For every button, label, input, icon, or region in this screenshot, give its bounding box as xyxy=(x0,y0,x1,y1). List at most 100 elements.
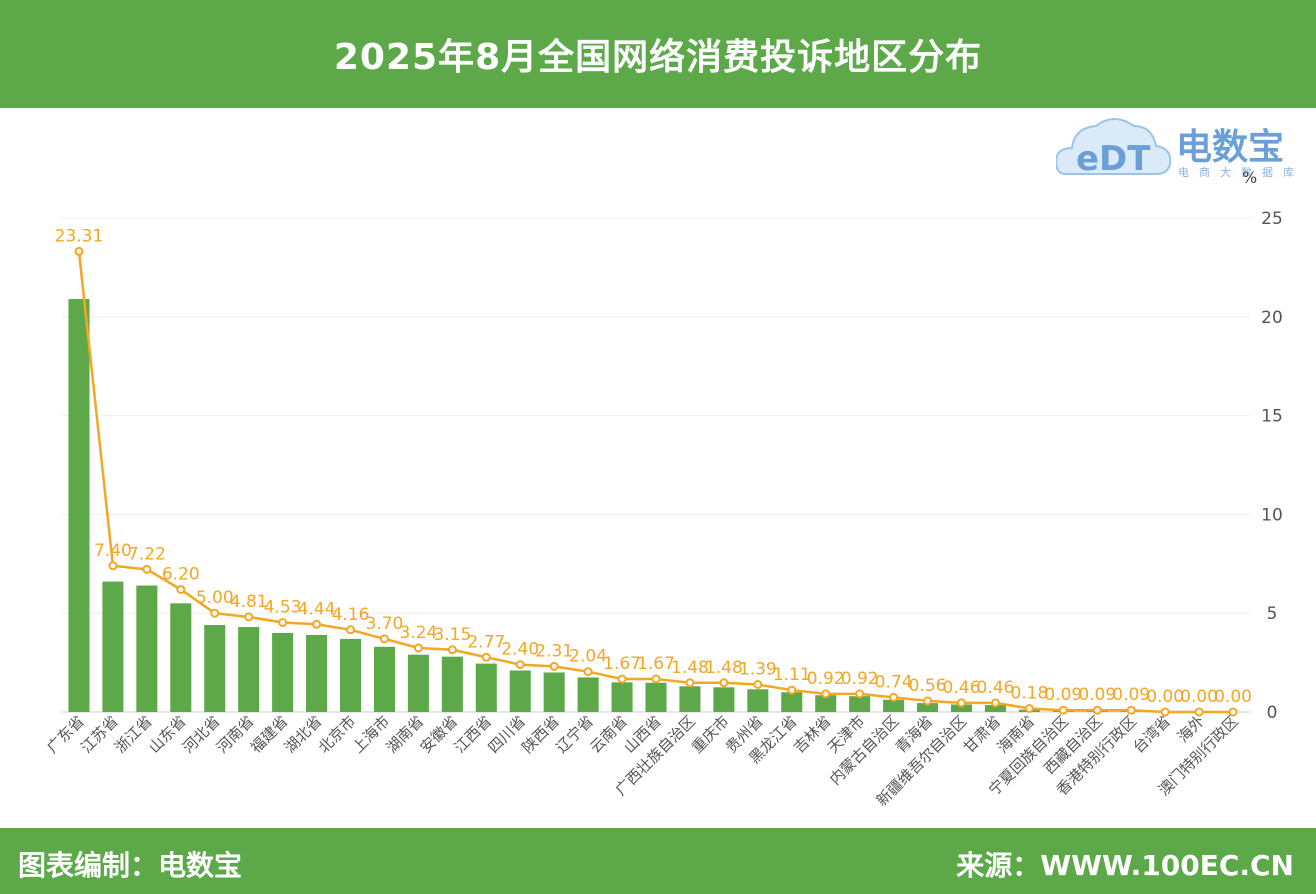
line-point xyxy=(956,698,966,708)
data-label: 0.09 xyxy=(1078,685,1116,705)
x-tick-label: 福建省 xyxy=(247,712,292,757)
data-label: 1.11 xyxy=(773,665,811,685)
line-point xyxy=(1024,703,1034,713)
line-point xyxy=(549,661,559,671)
data-label: 2.77 xyxy=(467,632,505,652)
line-point xyxy=(923,696,933,706)
data-label: 1.48 xyxy=(671,658,709,678)
data-label: 0.92 xyxy=(841,669,879,689)
bar xyxy=(781,692,803,712)
data-label: 0.18 xyxy=(1010,683,1048,703)
bar xyxy=(543,672,565,712)
chart-footer: 图表编制：电数宝 来源：WWW.100EC.CN xyxy=(0,828,1316,894)
bar xyxy=(917,703,939,712)
line-point xyxy=(108,561,118,571)
data-label: 3.70 xyxy=(366,614,404,634)
bar xyxy=(339,638,362,712)
bar xyxy=(747,689,769,712)
x-tick-label: 陕西省 xyxy=(518,712,563,757)
x-tick-label: 山东省 xyxy=(145,712,190,757)
data-label: 4.16 xyxy=(332,605,370,625)
bar xyxy=(713,687,735,712)
x-tick-label: 辽宁省 xyxy=(552,712,597,757)
bar xyxy=(883,699,905,712)
footer-credit: 图表编制：电数宝 xyxy=(18,849,243,882)
y-axis-unit: % xyxy=(1242,168,1258,187)
data-label: 4.53 xyxy=(264,597,302,617)
x-tick-label: 吉林省 xyxy=(790,712,835,757)
x-tick-label: 甘肃省 xyxy=(960,712,1005,757)
bar xyxy=(950,704,973,712)
line-point xyxy=(1194,707,1204,717)
bar xyxy=(373,646,395,712)
x-tick-label: 云南省 xyxy=(586,712,631,757)
line-point xyxy=(617,674,627,684)
x-tick-label: 河南省 xyxy=(213,712,258,757)
line-point xyxy=(210,608,220,618)
bar xyxy=(204,625,226,712)
line-point xyxy=(1092,705,1102,715)
line-point xyxy=(855,689,865,699)
x-tick-label: 北京市 xyxy=(315,712,360,757)
x-tick-label: 江西省 xyxy=(451,712,496,757)
line-point xyxy=(753,680,763,690)
data-label: 2.04 xyxy=(569,647,607,667)
bar xyxy=(679,686,701,712)
y-tick-label: 20 xyxy=(1261,308,1283,328)
x-tick-label: 台湾省 xyxy=(1129,712,1174,757)
data-label: 3.15 xyxy=(433,625,471,645)
bar xyxy=(611,682,633,712)
data-label: 5.00 xyxy=(196,588,234,608)
bar xyxy=(849,696,871,712)
x-tick-label: 安徽省 xyxy=(417,712,462,757)
bar xyxy=(238,627,260,712)
logo-badge: eDT xyxy=(1076,139,1151,179)
x-tick-label: 湖北省 xyxy=(281,712,326,757)
x-tick-label: 上海市 xyxy=(349,712,394,757)
y-tick-label: 10 xyxy=(1261,505,1283,525)
bar xyxy=(441,656,463,712)
line-point xyxy=(889,692,899,702)
line-point xyxy=(481,652,491,662)
bar xyxy=(984,705,1006,712)
footer-source: 来源：WWW.100EC.CN xyxy=(956,849,1294,882)
data-label: 4.44 xyxy=(298,599,336,619)
data-label: 1.48 xyxy=(705,658,743,678)
data-label: 7.40 xyxy=(94,541,132,561)
data-label: 0.00 xyxy=(1214,687,1252,707)
line-point xyxy=(142,564,152,574)
brand-logo-icon: eDT xyxy=(1056,118,1172,179)
data-label: 0.09 xyxy=(1044,685,1082,705)
data-label: 0.09 xyxy=(1112,685,1150,705)
line-point xyxy=(413,643,423,653)
x-tick-label: 广东省 xyxy=(43,712,88,757)
x-tick-label: 四川省 xyxy=(484,712,529,757)
y-tick-label: 15 xyxy=(1261,407,1283,427)
data-label: 6.20 xyxy=(162,564,200,584)
data-label: 4.81 xyxy=(230,592,268,612)
line-point xyxy=(312,619,322,629)
bar xyxy=(475,663,497,712)
bar xyxy=(645,682,667,712)
line-point xyxy=(74,246,84,256)
line-point xyxy=(244,612,254,622)
data-label: 1.67 xyxy=(637,654,675,674)
data-label: 0.46 xyxy=(943,678,981,698)
x-tick-label: 湖南省 xyxy=(383,712,428,757)
x-tick-label: 河北省 xyxy=(179,712,224,757)
data-label: 0.74 xyxy=(875,672,913,692)
data-label: 0.92 xyxy=(807,669,845,689)
line-point xyxy=(651,674,661,684)
bar xyxy=(577,677,599,712)
bar xyxy=(102,581,124,712)
bar xyxy=(68,299,90,712)
chart-header: 2025年8月全国网络消费投诉地区分布 xyxy=(0,0,1316,108)
line-point xyxy=(1160,707,1170,717)
x-tick-label: 浙江省 xyxy=(111,712,156,757)
chart-title: 2025年8月全国网络消费投诉地区分布 xyxy=(333,37,983,78)
y-tick-label: 5 xyxy=(1267,604,1278,624)
data-label: 2.31 xyxy=(535,641,573,661)
x-tick-label: 江苏省 xyxy=(77,712,122,757)
bar xyxy=(407,654,429,712)
